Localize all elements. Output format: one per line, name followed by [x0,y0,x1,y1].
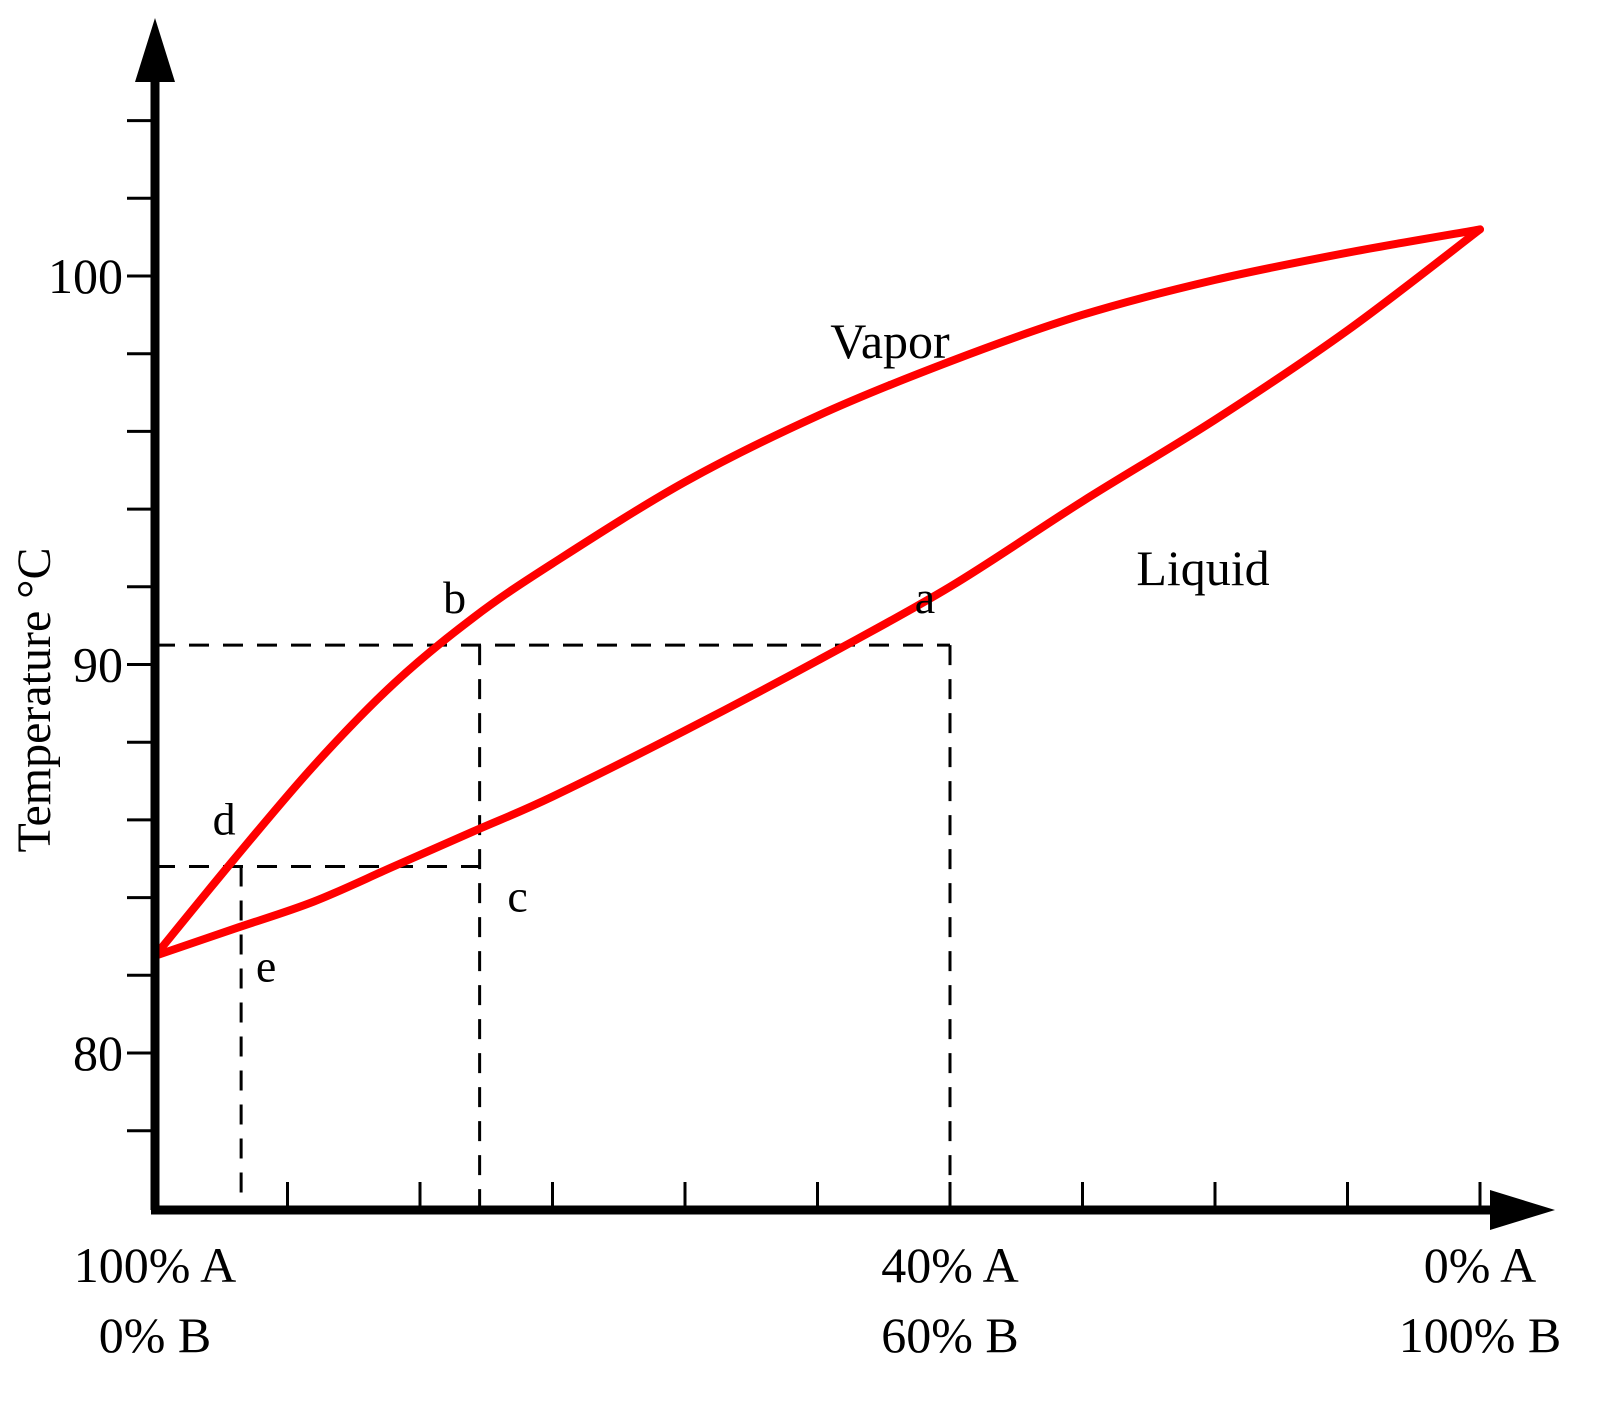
y-tick-label-90: 90 [73,637,123,693]
vapor-curve [151,225,1484,960]
x-label-line1-0: 100% A [74,1237,237,1293]
point-label-d: d [213,794,236,845]
vapor-label: Vapor [830,313,950,369]
x-label-line2-2: 100% B [1399,1307,1562,1363]
point-label-e: e [256,940,276,991]
y-tick-label-100: 100 [48,248,123,304]
liquid-label: Liquid [1136,540,1269,596]
liquid-curve [151,225,1484,960]
labels: 80 90 100 Temperature °C 100% A 0% B 40% A 60% … [8,248,1561,1363]
x-label-line1-2: 0% A [1424,1237,1537,1293]
point-label-b: b [443,572,466,623]
point-label-c: c [507,871,527,922]
point-label-a: a [915,572,935,623]
curves [151,225,1484,960]
tie-lines [155,643,952,1210]
y-axis-arrow [135,18,175,82]
x-label-line1-1: 40% A [881,1237,1019,1293]
x-label-line2-1: 60% B [881,1307,1019,1363]
x-label-line2-0: 0% B [99,1307,212,1363]
axes [127,18,1555,1230]
x-axis-arrow [1490,1190,1555,1230]
y-tick-label-80: 80 [73,1025,123,1081]
y-axis-title: Temperature °C [8,547,61,852]
